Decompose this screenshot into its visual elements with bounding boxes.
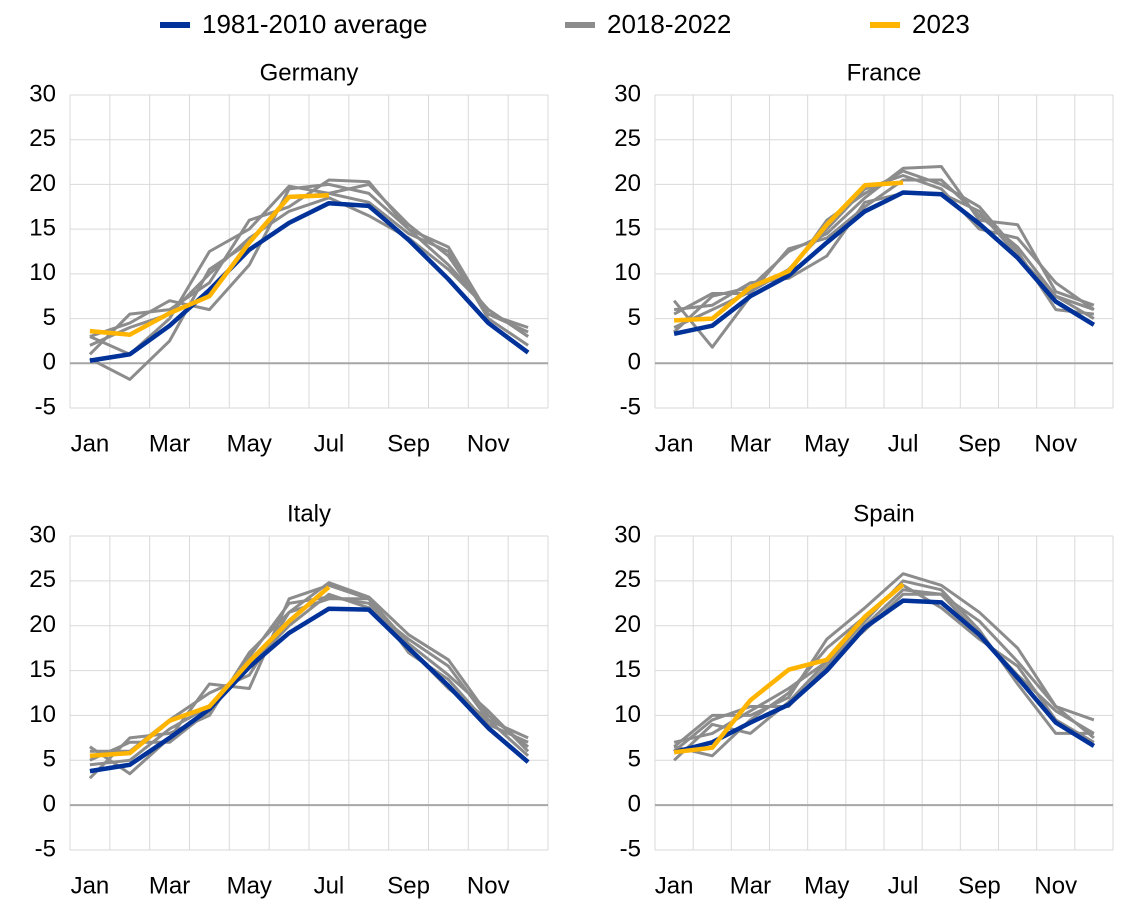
x-tick-label: Nov <box>1034 872 1077 899</box>
series-line <box>89 182 529 338</box>
series-line <box>89 192 329 337</box>
series-line <box>673 582 905 755</box>
x-tick-label: Jul <box>314 872 345 899</box>
series-line <box>88 178 529 356</box>
x-tick-label: Jul <box>888 872 919 899</box>
y-tick-label: 5 <box>628 304 641 331</box>
y-tick-label: 10 <box>29 701 56 728</box>
y-tick-label: 25 <box>614 566 641 593</box>
y-tick-label: 0 <box>43 790 56 817</box>
panel: France -5 0 5 10 15 20 25 30 Jan Mar May Jul Sep Nov <box>614 59 1114 457</box>
legend-label: 2023 <box>912 9 970 39</box>
x-tick-label: Jan <box>71 430 110 457</box>
legend: 1981-2010 average 2018-2022 2023 <box>160 9 970 39</box>
y-tick-label: 10 <box>614 259 641 286</box>
legend-label: 1981-2010 average <box>202 9 428 39</box>
y-tick-label: 20 <box>614 170 641 197</box>
x-tick-label: Sep <box>958 872 1001 899</box>
x-tick-label: Sep <box>387 430 430 457</box>
y-tick-label: 0 <box>43 349 56 376</box>
panel-title: Spain <box>853 500 914 527</box>
x-tick-label: Jan <box>655 430 694 457</box>
x-tick-label: May <box>227 872 272 899</box>
x-tick-label: May <box>227 430 272 457</box>
x-tick-label: Jul <box>888 430 919 457</box>
y-tick-label: 20 <box>29 611 56 638</box>
series-line <box>89 200 530 363</box>
series-line <box>89 182 529 356</box>
x-tick-label: May <box>804 872 849 899</box>
y-tick-label: -5 <box>35 835 56 862</box>
y-tick-label: 5 <box>43 746 56 773</box>
x-tick-label: Mar <box>730 872 771 899</box>
x-tick-label: Sep <box>387 872 430 899</box>
y-tick-label: 15 <box>614 656 641 683</box>
series-line <box>89 606 530 774</box>
series-front <box>89 585 530 774</box>
y-tick-label: 15 <box>614 214 641 241</box>
y-tick-label: 5 <box>43 304 56 331</box>
x-tick-label: May <box>804 430 849 457</box>
x-tick-label: Nov <box>467 872 510 899</box>
panel: Italy -5 0 5 10 15 20 25 30 Jan Mar May Jul Sep Nov <box>29 500 549 899</box>
y-tick-label: 25 <box>29 566 56 593</box>
x-tick-label: Jan <box>655 872 694 899</box>
y-tick-label: 30 <box>614 521 641 548</box>
x-tick-label: Mar <box>149 430 190 457</box>
y-tick-label: 20 <box>29 170 56 197</box>
panel: Germany -5 0 5 10 15 20 25 30 Jan Mar May Jul Sep Nov <box>29 59 549 457</box>
panel: Spain -5 0 5 10 15 20 25 30 Jan Mar May Jul Sep Nov <box>614 500 1114 899</box>
y-tick-label: 30 <box>29 521 56 548</box>
y-tick-label: -5 <box>35 393 56 420</box>
panel-title: Italy <box>287 500 331 527</box>
y-tick-label: -5 <box>620 393 641 420</box>
series-line <box>89 585 331 759</box>
panel-title: Germany <box>260 59 359 86</box>
series-line <box>673 180 904 323</box>
x-tick-label: Mar <box>730 430 771 457</box>
y-tick-label: 25 <box>614 125 641 152</box>
x-tick-label: Jul <box>314 430 345 457</box>
y-tick-label: 15 <box>29 214 56 241</box>
y-tick-label: 0 <box>628 790 641 817</box>
series-line <box>673 598 1096 755</box>
y-tick-label: 15 <box>29 656 56 683</box>
x-tick-label: Mar <box>149 872 190 899</box>
y-tick-label: 5 <box>628 746 641 773</box>
y-tick-label: 25 <box>29 125 56 152</box>
series-front <box>673 180 1096 337</box>
y-tick-label: 10 <box>29 259 56 286</box>
series-front <box>673 582 1096 755</box>
series-front <box>89 192 530 363</box>
x-tick-label: Nov <box>1034 430 1077 457</box>
y-tick-label: 0 <box>628 349 641 376</box>
y-tick-label: 20 <box>614 611 641 638</box>
series-line <box>89 592 530 767</box>
x-tick-label: Nov <box>467 430 510 457</box>
x-tick-label: Jan <box>71 872 110 899</box>
y-tick-label: 30 <box>614 80 641 107</box>
y-tick-label: 10 <box>614 701 641 728</box>
series-line <box>673 190 1096 337</box>
x-tick-label: Sep <box>958 430 1001 457</box>
y-tick-label: 30 <box>29 80 56 107</box>
panel-title: France <box>847 59 922 86</box>
legend-label: 2018-2022 <box>607 9 731 39</box>
y-tick-label: -5 <box>620 835 641 862</box>
